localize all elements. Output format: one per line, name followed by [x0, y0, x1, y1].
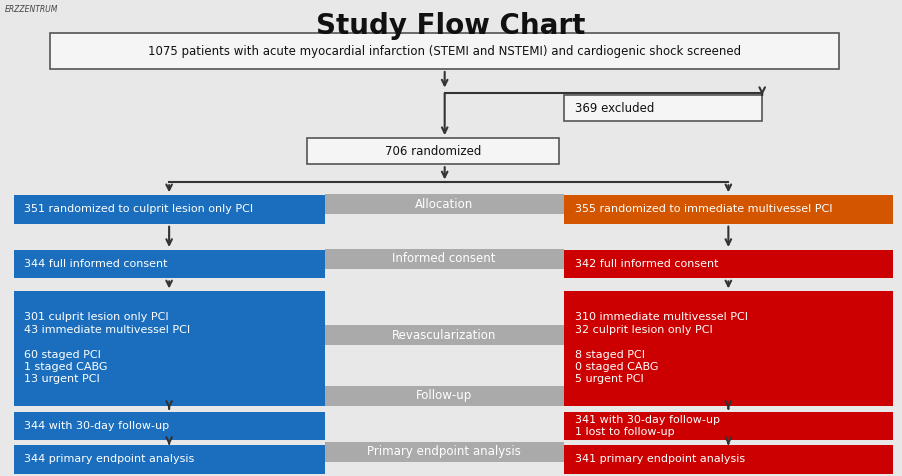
Bar [325, 194, 564, 214]
Text: 344 primary endpoint analysis: 344 primary endpoint analysis [24, 454, 195, 465]
Bar [50, 33, 839, 69]
Bar [14, 250, 325, 278]
Bar [564, 95, 762, 121]
Text: 342 full informed consent: 342 full informed consent [575, 259, 718, 269]
Text: 310 immediate multivessel PCI
32 culprit lesion only PCI

8 staged PCI
0 staged : 310 immediate multivessel PCI 32 culprit… [575, 312, 748, 385]
Text: Allocation: Allocation [415, 198, 474, 211]
Text: Study Flow Chart: Study Flow Chart [317, 12, 585, 40]
Bar [564, 291, 893, 406]
Bar [14, 195, 325, 224]
Text: Informed consent: Informed consent [392, 252, 496, 266]
Text: 369 excluded: 369 excluded [575, 102, 654, 115]
Bar [307, 138, 559, 164]
Bar [325, 325, 564, 345]
Text: 355 randomized to immediate multivessel PCI: 355 randomized to immediate multivessel … [575, 204, 832, 215]
Bar [14, 412, 325, 440]
Bar [325, 442, 564, 462]
Bar [325, 386, 564, 406]
Bar [564, 250, 893, 278]
Text: ERZZENTRUM: ERZZENTRUM [5, 5, 58, 14]
Text: Primary endpoint analysis: Primary endpoint analysis [367, 445, 521, 458]
Bar [325, 249, 564, 269]
Text: 706 randomized: 706 randomized [385, 145, 481, 158]
Text: 341 primary endpoint analysis: 341 primary endpoint analysis [575, 454, 745, 465]
Text: Follow-up: Follow-up [416, 389, 473, 402]
Text: 344 full informed consent: 344 full informed consent [24, 259, 168, 269]
Text: 341 with 30-day follow-up
1 lost to follow-up: 341 with 30-day follow-up 1 lost to foll… [575, 415, 720, 437]
Text: 301 culprit lesion only PCI
43 immediate multivessel PCI

60 staged PCI
1 staged: 301 culprit lesion only PCI 43 immediate… [24, 312, 190, 385]
Text: 1075 patients with acute myocardial infarction (STEMI and NSTEMI) and cardiogeni: 1075 patients with acute myocardial infa… [148, 45, 741, 58]
Bar [564, 412, 893, 440]
Text: Revascularization: Revascularization [392, 328, 496, 342]
Text: 344 with 30-day follow-up: 344 with 30-day follow-up [24, 421, 170, 431]
Bar [564, 445, 893, 474]
Text: 351 randomized to culprit lesion only PCI: 351 randomized to culprit lesion only PC… [24, 204, 253, 215]
Bar [564, 195, 893, 224]
Bar [14, 291, 325, 406]
Bar [14, 445, 325, 474]
